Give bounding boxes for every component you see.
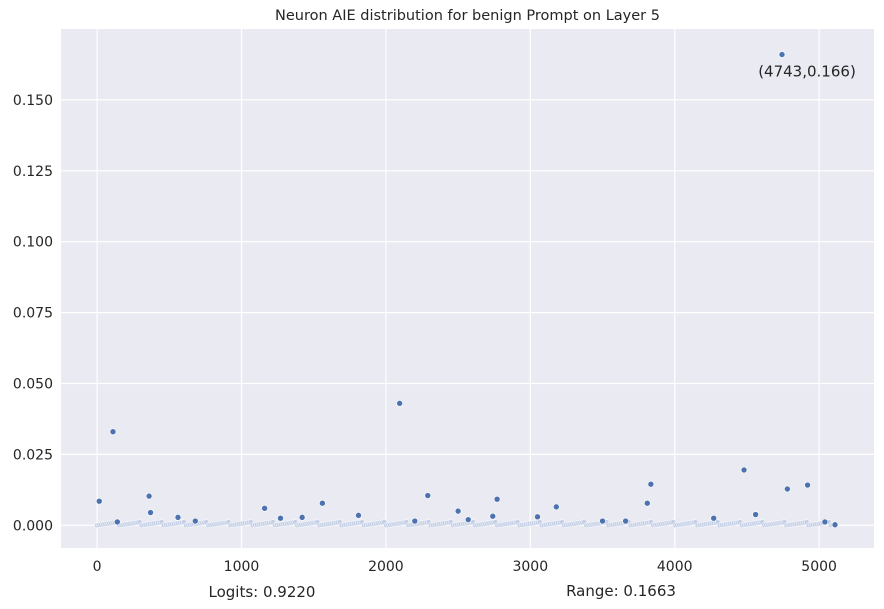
data-points: [95, 51, 839, 529]
x-tick-label: 1000: [224, 559, 260, 575]
data-point: [752, 511, 759, 518]
y-tick-label: 0.025: [13, 447, 53, 463]
data-point: [710, 514, 718, 522]
data-point: [174, 514, 182, 521]
plot-area: [61, 29, 874, 548]
data-point: [298, 514, 306, 521]
x-tick-label: 5000: [801, 559, 837, 575]
x-axis: 0 1000 2000 3000 4000 5000: [93, 559, 837, 575]
max-point-annotation: (4743,0.166): [758, 63, 856, 81]
data-point: [114, 518, 121, 526]
x-tick-label: 2000: [368, 559, 404, 575]
data-point: [489, 512, 497, 520]
data-point: [411, 517, 419, 525]
data-point: [622, 517, 629, 525]
chart-title: Neuron AIE distribution for benign Promp…: [275, 8, 660, 24]
data-point: [493, 495, 501, 503]
data-point: [464, 516, 472, 523]
data-point: [319, 499, 326, 507]
x-tick-label: 3000: [512, 559, 548, 575]
y-tick-label: 0.050: [13, 377, 53, 393]
y-tick-label: 0.125: [13, 164, 53, 180]
y-tick-label: 0.150: [13, 93, 53, 109]
data-point: [424, 492, 432, 499]
data-point: [534, 513, 541, 521]
logits-label: Logits: 0.9220: [209, 583, 316, 601]
baseline-points: [94, 519, 838, 529]
grid: [61, 29, 874, 548]
data-point: [355, 512, 362, 519]
data-point: [784, 485, 791, 493]
data-point: [821, 518, 829, 526]
y-axis: 0.000 0.025 0.050 0.075 0.100 0.125 0.150: [13, 93, 53, 534]
data-point: [778, 51, 786, 58]
data-point: [740, 466, 748, 474]
data-point: [831, 521, 839, 529]
y-tick-label: 0.100: [13, 235, 53, 251]
data-point: [454, 507, 462, 515]
x-tick-label: 0: [93, 559, 102, 575]
data-point: [109, 428, 117, 436]
data-point: [277, 514, 284, 522]
data-point: [804, 481, 811, 489]
data-point: [191, 517, 199, 525]
data-point: [95, 497, 103, 505]
y-tick-label: 0.075: [13, 306, 53, 322]
data-point: [261, 504, 268, 512]
data-point: [647, 480, 655, 488]
range-label: Range: 0.1663: [566, 582, 676, 600]
data-point: [553, 503, 560, 511]
data-point: [145, 492, 153, 500]
data-point: [599, 517, 606, 525]
data-point: [643, 499, 651, 507]
x-tick-label: 4000: [657, 559, 693, 575]
data-point: [396, 400, 403, 407]
data-point: [147, 509, 154, 516]
y-tick-label: 0.000: [13, 518, 53, 534]
